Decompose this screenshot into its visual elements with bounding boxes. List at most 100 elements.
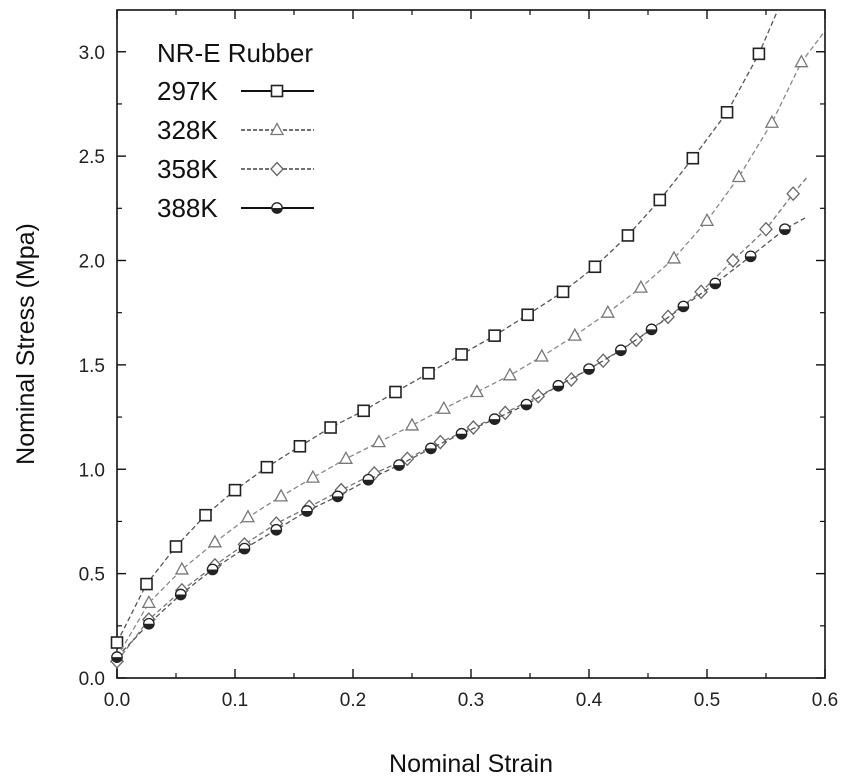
data-point-328K — [794, 54, 809, 68]
triangle-marker-shape — [534, 348, 549, 362]
data-point-388K — [488, 413, 501, 425]
data-point-328K — [600, 304, 615, 318]
data-point-297K — [422, 366, 435, 380]
triangle-marker-shape — [207, 534, 223, 548]
data-point-328K — [469, 384, 484, 398]
data-point-358K — [531, 388, 546, 404]
data-point-358K — [726, 253, 740, 268]
legend-marker-358K — [270, 161, 284, 177]
x-tick-label: 0.0 — [104, 690, 130, 711]
data-point-297K — [556, 285, 570, 299]
square-marker-shape — [169, 540, 183, 553]
square-marker-shape — [653, 193, 667, 207]
data-point-328K — [666, 250, 682, 264]
circle-marker-fill — [521, 404, 532, 410]
x-tick-label: 0.1 — [222, 690, 248, 711]
data-point-388K — [111, 651, 123, 663]
data-point-297K — [293, 439, 307, 453]
x-tick-label: 0.4 — [576, 690, 603, 711]
data-point-297K — [169, 540, 183, 553]
y-tick-label: 0.0 — [79, 669, 105, 690]
data-point-388K — [455, 427, 468, 440]
legend-marker-328K — [269, 122, 285, 136]
data-point-388K — [709, 277, 722, 290]
data-point-358K — [400, 451, 415, 467]
square-marker-shape — [752, 47, 766, 61]
triangle-marker-shape — [633, 279, 649, 293]
circle-marker-fill — [745, 256, 756, 262]
diamond-marker-shape — [531, 388, 546, 404]
data-point-297K — [228, 483, 242, 497]
circle-marker-fill — [393, 465, 405, 471]
data-point-388K — [425, 442, 437, 455]
circle-marker-fill — [332, 496, 343, 502]
triangle-marker-shape — [666, 250, 682, 264]
diamond-marker-shape — [466, 420, 481, 435]
triangle-marker-shape — [141, 594, 156, 608]
square-marker-shape — [357, 404, 370, 418]
diamond-marker-shape — [726, 253, 740, 268]
data-point-328K — [534, 348, 549, 362]
data-point-328K — [502, 367, 518, 381]
data-point-297K — [324, 421, 337, 434]
data-point-297K — [357, 404, 370, 418]
circle-marker-fill — [553, 385, 564, 391]
data-point-388K — [583, 363, 595, 375]
y-tick-label: 1.0 — [79, 460, 105, 481]
data-point-297K — [588, 260, 602, 274]
data-point-297K — [389, 385, 402, 399]
square-marker-shape — [389, 385, 402, 399]
data-point-297K — [110, 636, 124, 649]
triangle-marker-shape — [404, 417, 420, 431]
square-marker-shape — [588, 260, 602, 274]
x-tick-label: 0.6 — [812, 690, 838, 711]
data-point-388K — [206, 563, 219, 576]
data-point-328K — [633, 279, 649, 293]
data-point-358K — [466, 420, 481, 435]
legend-label-388K: 388K — [157, 193, 218, 223]
y-tick-label: 1.5 — [79, 356, 105, 377]
data-point-328K — [371, 434, 387, 448]
square-marker-shape — [324, 421, 337, 434]
x-tick-label: 0.3 — [458, 690, 484, 711]
x-tick-label: 0.2 — [340, 690, 366, 711]
series-line-297K — [117, 10, 779, 643]
circle-marker-fill — [710, 283, 721, 289]
triangle-marker-shape — [338, 450, 354, 464]
square-marker-shape — [140, 577, 153, 591]
legend-marker-297K — [270, 84, 284, 98]
circle-marker-fill — [111, 657, 123, 663]
x-tick-label: 0.5 — [694, 690, 720, 711]
circle-marker-fill — [143, 623, 155, 629]
data-point-358K — [694, 284, 708, 300]
data-point-388K — [779, 223, 791, 236]
circle-marker-fill — [678, 306, 689, 312]
circle-marker-fill — [271, 208, 283, 214]
diamond-marker-shape — [786, 186, 801, 202]
legend-marker-388K — [271, 202, 283, 214]
data-point-297K — [752, 47, 766, 61]
circle-marker-fill — [207, 569, 218, 575]
data-point-328K — [567, 327, 582, 341]
diamond-marker-shape — [694, 284, 708, 300]
data-point-297K — [199, 508, 212, 522]
square-marker-shape — [621, 229, 635, 242]
square-marker-shape — [293, 439, 307, 453]
square-marker-shape — [488, 329, 501, 342]
data-point-358K — [564, 372, 579, 387]
legend-label-328K: 328K — [157, 115, 218, 145]
series-line-388K — [117, 216, 808, 658]
data-point-388K — [238, 542, 251, 555]
data-point-388K — [677, 300, 690, 313]
diamond-marker-shape — [564, 372, 579, 387]
series-line-328K — [117, 30, 825, 658]
triangle-marker-shape — [699, 212, 715, 226]
legend-label-297K: 297K — [157, 76, 218, 106]
data-point-328K — [404, 417, 420, 431]
triangle-marker-shape — [240, 509, 256, 523]
data-point-388K — [645, 323, 658, 336]
square-marker-shape — [110, 636, 124, 649]
data-point-328K — [174, 561, 189, 575]
triangle-marker-shape — [567, 327, 582, 341]
